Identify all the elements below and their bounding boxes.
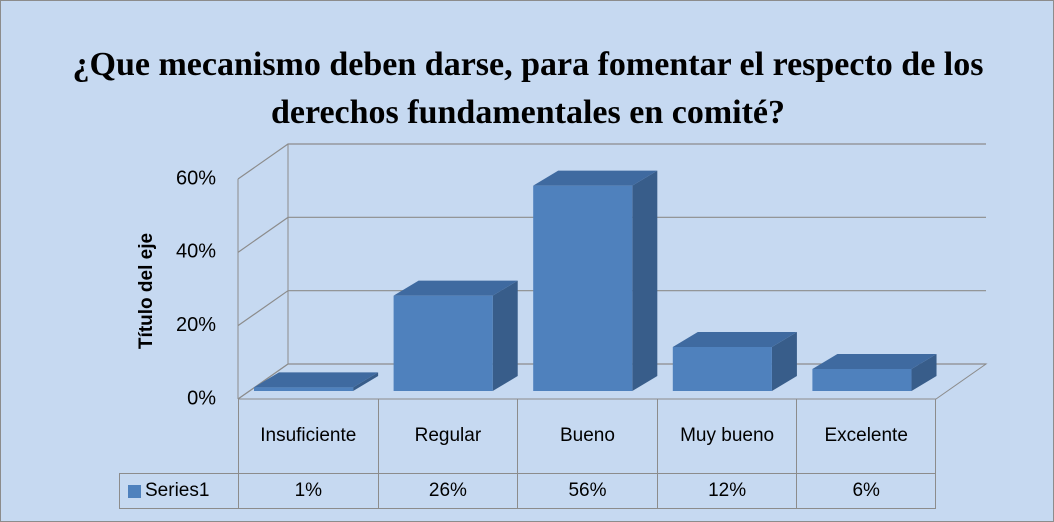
grid-line	[237, 143, 986, 180]
bar-top	[393, 280, 518, 296]
category-label: Bueno	[517, 399, 657, 473]
grid-line	[237, 290, 986, 327]
legend-entry: Series1	[119, 473, 238, 509]
bar-side	[632, 170, 658, 391]
value-label: 26%	[377, 473, 518, 509]
legend-swatch	[128, 484, 141, 498]
bar-side	[911, 354, 937, 391]
bar	[672, 347, 772, 391]
bar-top	[672, 332, 797, 347]
bar	[254, 387, 354, 391]
bar	[533, 185, 633, 391]
bar-top	[533, 170, 658, 186]
bar-side	[353, 372, 379, 391]
back-wall	[237, 144, 289, 400]
category-label: Muy bueno	[656, 399, 797, 473]
y-tick-label: 40%	[176, 241, 216, 263]
y-tick-label: 60%	[176, 167, 216, 189]
bar	[393, 295, 493, 391]
legend-label: Series1	[145, 480, 210, 501]
y-axis-title: Título del eje	[136, 233, 157, 349]
category-label: Regular	[377, 399, 518, 473]
value-label: 12%	[656, 473, 797, 509]
y-tick-label: 0%	[187, 387, 216, 409]
bar-top	[254, 372, 379, 388]
chart-title: ¿Que mecanismo deben darse, para fomenta…	[72, 46, 984, 131]
bar-top	[812, 354, 937, 369]
value-label: 1%	[238, 473, 378, 509]
value-label: 6%	[796, 473, 936, 509]
category-label: Insuficiente	[238, 399, 378, 473]
bar	[812, 369, 912, 391]
value-label: 56%	[517, 473, 657, 509]
grid-line	[237, 216, 986, 253]
bar-side	[492, 280, 518, 391]
y-tick-label: 20%	[176, 314, 216, 336]
category-label: Excelente	[796, 399, 936, 473]
bar-side	[771, 332, 797, 391]
